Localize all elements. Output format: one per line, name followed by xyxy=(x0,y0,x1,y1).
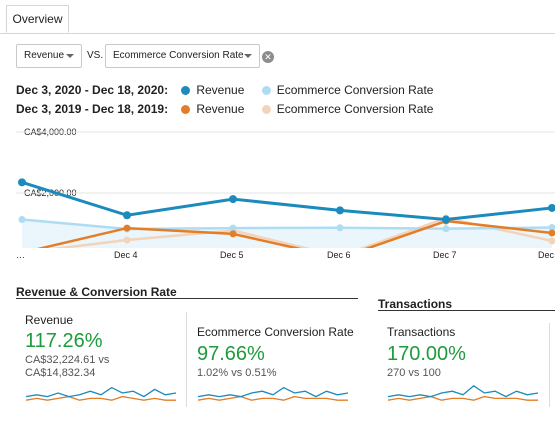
chevron-down-icon xyxy=(244,54,252,58)
data-point xyxy=(229,230,237,238)
metric-select-primary-label: Revenue xyxy=(24,50,65,61)
data-point xyxy=(123,211,131,220)
data-point xyxy=(336,224,344,232)
sparkline-previous xyxy=(25,395,176,401)
sparkline-previous xyxy=(197,395,348,401)
x-tick-label: Dec 6 xyxy=(327,250,351,260)
conversion-card-label: Ecommerce Conversion Rate xyxy=(197,325,354,339)
legend-label: Revenue xyxy=(196,102,245,116)
revenue-card-sub1: CA$32,224.61 vs xyxy=(25,354,110,366)
revenue-card-value: 117.26% xyxy=(25,330,103,352)
x-tick-label: Dec xyxy=(538,250,555,260)
legend-label: Revenue xyxy=(196,83,245,97)
revenue-sparkline xyxy=(25,386,177,401)
legend-range-previous: Dec 3, 2019 - Dec 18, 2019: xyxy=(16,102,169,116)
x-tick-label: Dec 5 xyxy=(220,250,244,260)
transactions-card-value: 170.00% xyxy=(387,343,466,365)
tab-bar xyxy=(0,0,555,34)
legend-row-current: Dec 3, 2020 - Dec 18, 2020: Revenue Ecom… xyxy=(16,82,447,98)
x-tick-label: Dec 4 xyxy=(114,250,138,260)
data-point xyxy=(548,223,555,231)
line-chart xyxy=(16,131,555,248)
legend-range-current: Dec 3, 2020 - Dec 18, 2020: xyxy=(16,83,169,97)
x-tick-label: … xyxy=(16,250,25,260)
legend-label: Ecommerce Conversion Rate xyxy=(276,83,434,97)
data-point xyxy=(336,206,344,215)
transactions-card-sub1: 270 vs 100 xyxy=(387,367,441,379)
legend-item-revenue-current[interactable]: Revenue xyxy=(181,82,244,98)
conversion-sparkline xyxy=(197,386,349,401)
chevron-down-icon xyxy=(66,54,74,58)
data-point xyxy=(548,203,555,212)
tab-overview[interactable]: Overview xyxy=(6,5,69,33)
sparkline-current xyxy=(197,386,349,398)
section-divider xyxy=(16,298,358,299)
section-title-transactions: Transactions xyxy=(378,297,453,311)
data-point xyxy=(442,215,450,224)
metric-select-secondary-label: Ecommerce Conversion Rate xyxy=(113,50,244,61)
data-point xyxy=(123,224,131,232)
sparkline-previous xyxy=(387,395,538,401)
legend-dot-icon xyxy=(181,105,191,114)
legend-item-revenue-previous[interactable]: Revenue xyxy=(181,101,244,117)
legend-item-conversion-current[interactable]: Ecommerce Conversion Rate xyxy=(261,82,434,98)
sparkline-current xyxy=(387,384,539,398)
series-line-2 xyxy=(36,219,553,248)
card-divider xyxy=(186,312,187,407)
transactions-card-label: Transactions xyxy=(387,325,456,339)
legend-dot-icon xyxy=(261,86,271,95)
data-point xyxy=(442,225,450,233)
conversion-card-sub1: 1.02% vs 0.51% xyxy=(197,367,277,379)
vs-label: VS. xyxy=(87,50,104,61)
clear-comparison-icon[interactable]: ✕ xyxy=(262,51,274,63)
legend-item-conversion-previous[interactable]: Ecommerce Conversion Rate xyxy=(261,101,434,117)
data-point xyxy=(548,237,555,245)
conversion-card-value: 97.66% xyxy=(197,343,265,365)
legend-dot-icon xyxy=(181,86,191,95)
revenue-card-label: Revenue xyxy=(25,313,74,327)
section-title-revenue-conversion: Revenue & Conversion Rate xyxy=(16,285,177,299)
data-point xyxy=(123,236,131,244)
series-line-0 xyxy=(21,180,553,222)
conversion-area xyxy=(22,219,552,248)
data-point xyxy=(229,224,237,232)
data-point xyxy=(18,216,26,224)
data-point xyxy=(548,229,555,237)
transactions-sparkline xyxy=(387,384,539,401)
legend-row-previous: Dec 3, 2019 - Dec 18, 2019: Revenue Ecom… xyxy=(16,101,447,117)
card-divider xyxy=(549,323,550,407)
section-divider xyxy=(378,310,555,311)
metric-select-secondary[interactable]: Ecommerce Conversion Rate xyxy=(105,44,260,68)
revenue-card-sub2: CA$14,832.34 xyxy=(25,367,96,379)
x-tick-label: Dec 7 xyxy=(433,250,457,260)
data-point xyxy=(18,178,26,187)
metric-select-primary[interactable]: Revenue xyxy=(16,44,82,68)
legend-label: Ecommerce Conversion Rate xyxy=(276,102,434,116)
sparkline-current xyxy=(25,386,177,398)
series-line-1 xyxy=(21,218,553,231)
data-point xyxy=(229,195,237,204)
legend-dot-icon xyxy=(261,105,271,114)
